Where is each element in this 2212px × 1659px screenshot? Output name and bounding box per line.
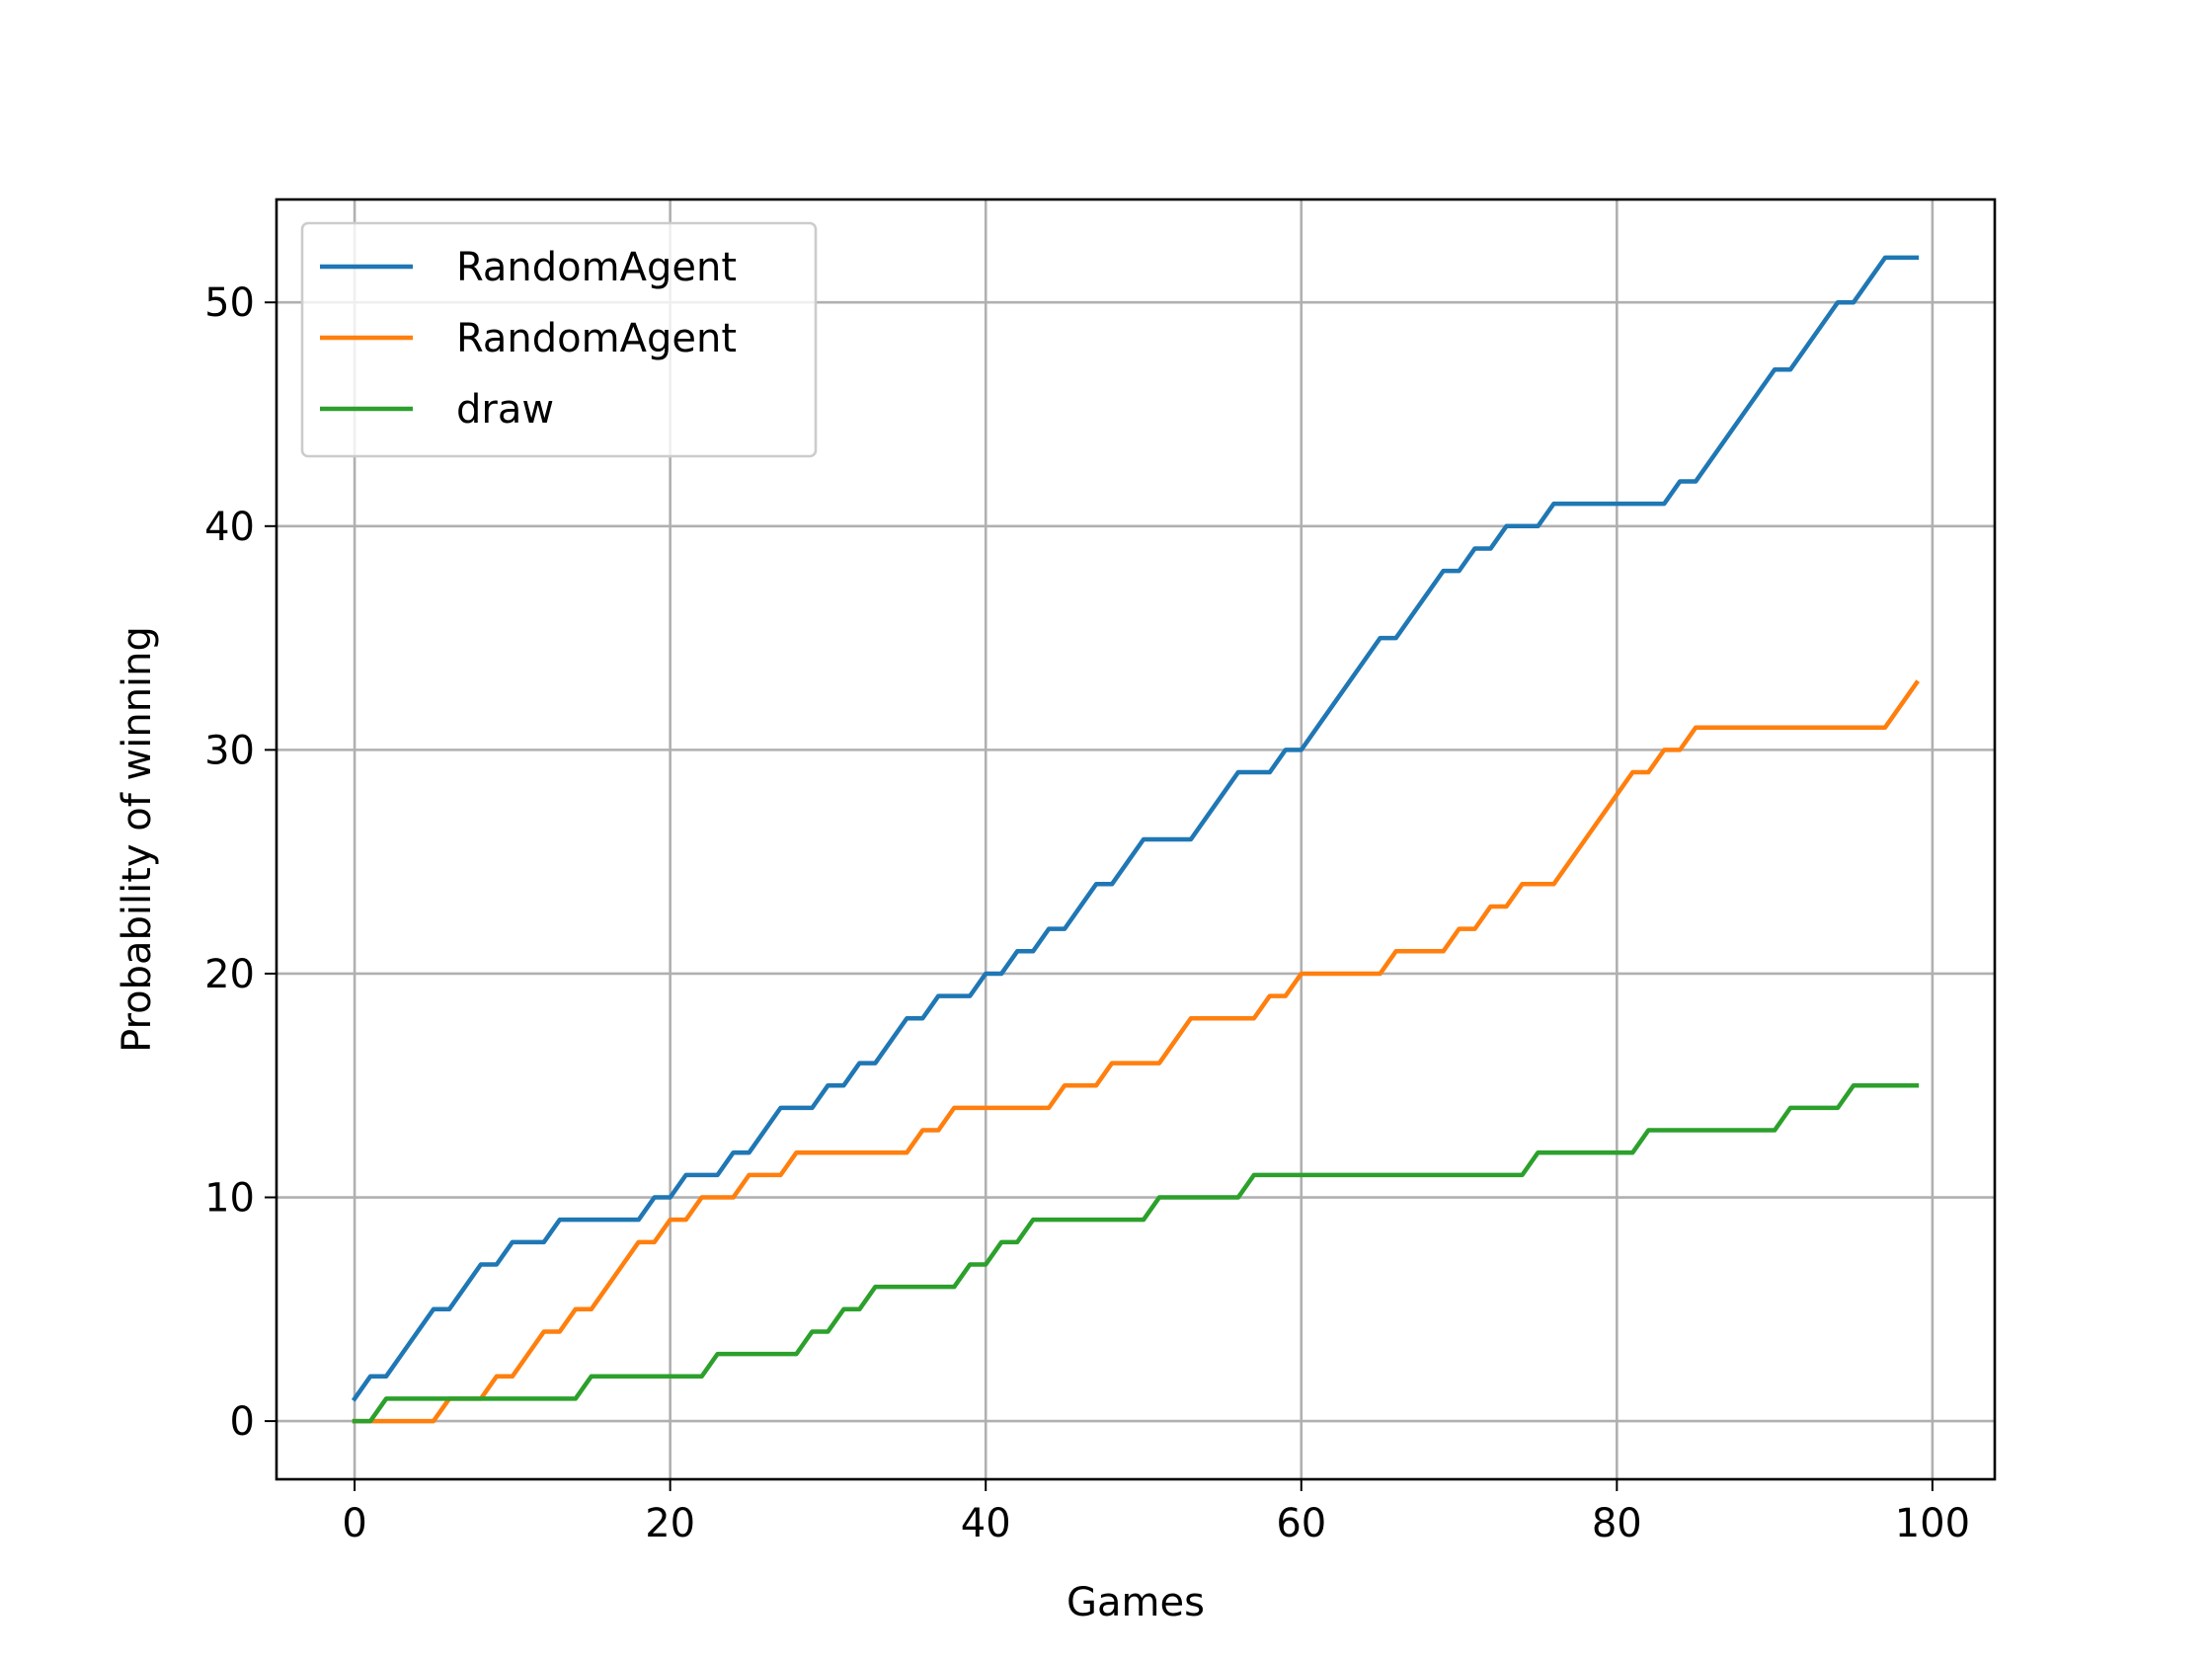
x-tick-label: 0 bbox=[342, 1501, 366, 1546]
legend-entry-label: RandomAgent bbox=[456, 245, 737, 290]
series-line-2 bbox=[352, 679, 1921, 1424]
series-line-1 bbox=[351, 255, 1920, 1402]
x-tick-label: 80 bbox=[1592, 1501, 1642, 1546]
legend-frame bbox=[300, 221, 818, 458]
y-tick-label: 50 bbox=[204, 280, 255, 326]
x-tick-label: 20 bbox=[645, 1501, 695, 1546]
grid bbox=[276, 199, 1995, 1479]
x-tick-label: 40 bbox=[961, 1501, 1011, 1546]
series-line-3 bbox=[352, 1082, 1920, 1424]
series-lines bbox=[351, 255, 1921, 1424]
legend: RandomAgent RandomAgent draw bbox=[300, 221, 818, 458]
y-tick-label: 30 bbox=[204, 728, 255, 773]
y-tick-label: 0 bbox=[230, 1399, 255, 1445]
y-tick-label: 40 bbox=[204, 505, 255, 550]
x-axis-label: Games bbox=[1066, 1580, 1205, 1625]
y-axis-label: Probability of winning bbox=[115, 626, 160, 1053]
legend-entry-label: RandomAgent bbox=[456, 316, 737, 361]
plot-area-frame bbox=[275, 198, 1997, 1481]
x-tick-label: 60 bbox=[1276, 1501, 1326, 1546]
axis-ticks: 0 20 40 60 80 100 0 10 20 30 40 50 bbox=[204, 280, 1970, 1546]
x-tick-label: 100 bbox=[1895, 1501, 1970, 1546]
y-tick-label: 20 bbox=[204, 952, 255, 997]
legend-entry-label: draw bbox=[456, 387, 554, 433]
y-tick-label: 10 bbox=[204, 1176, 255, 1222]
